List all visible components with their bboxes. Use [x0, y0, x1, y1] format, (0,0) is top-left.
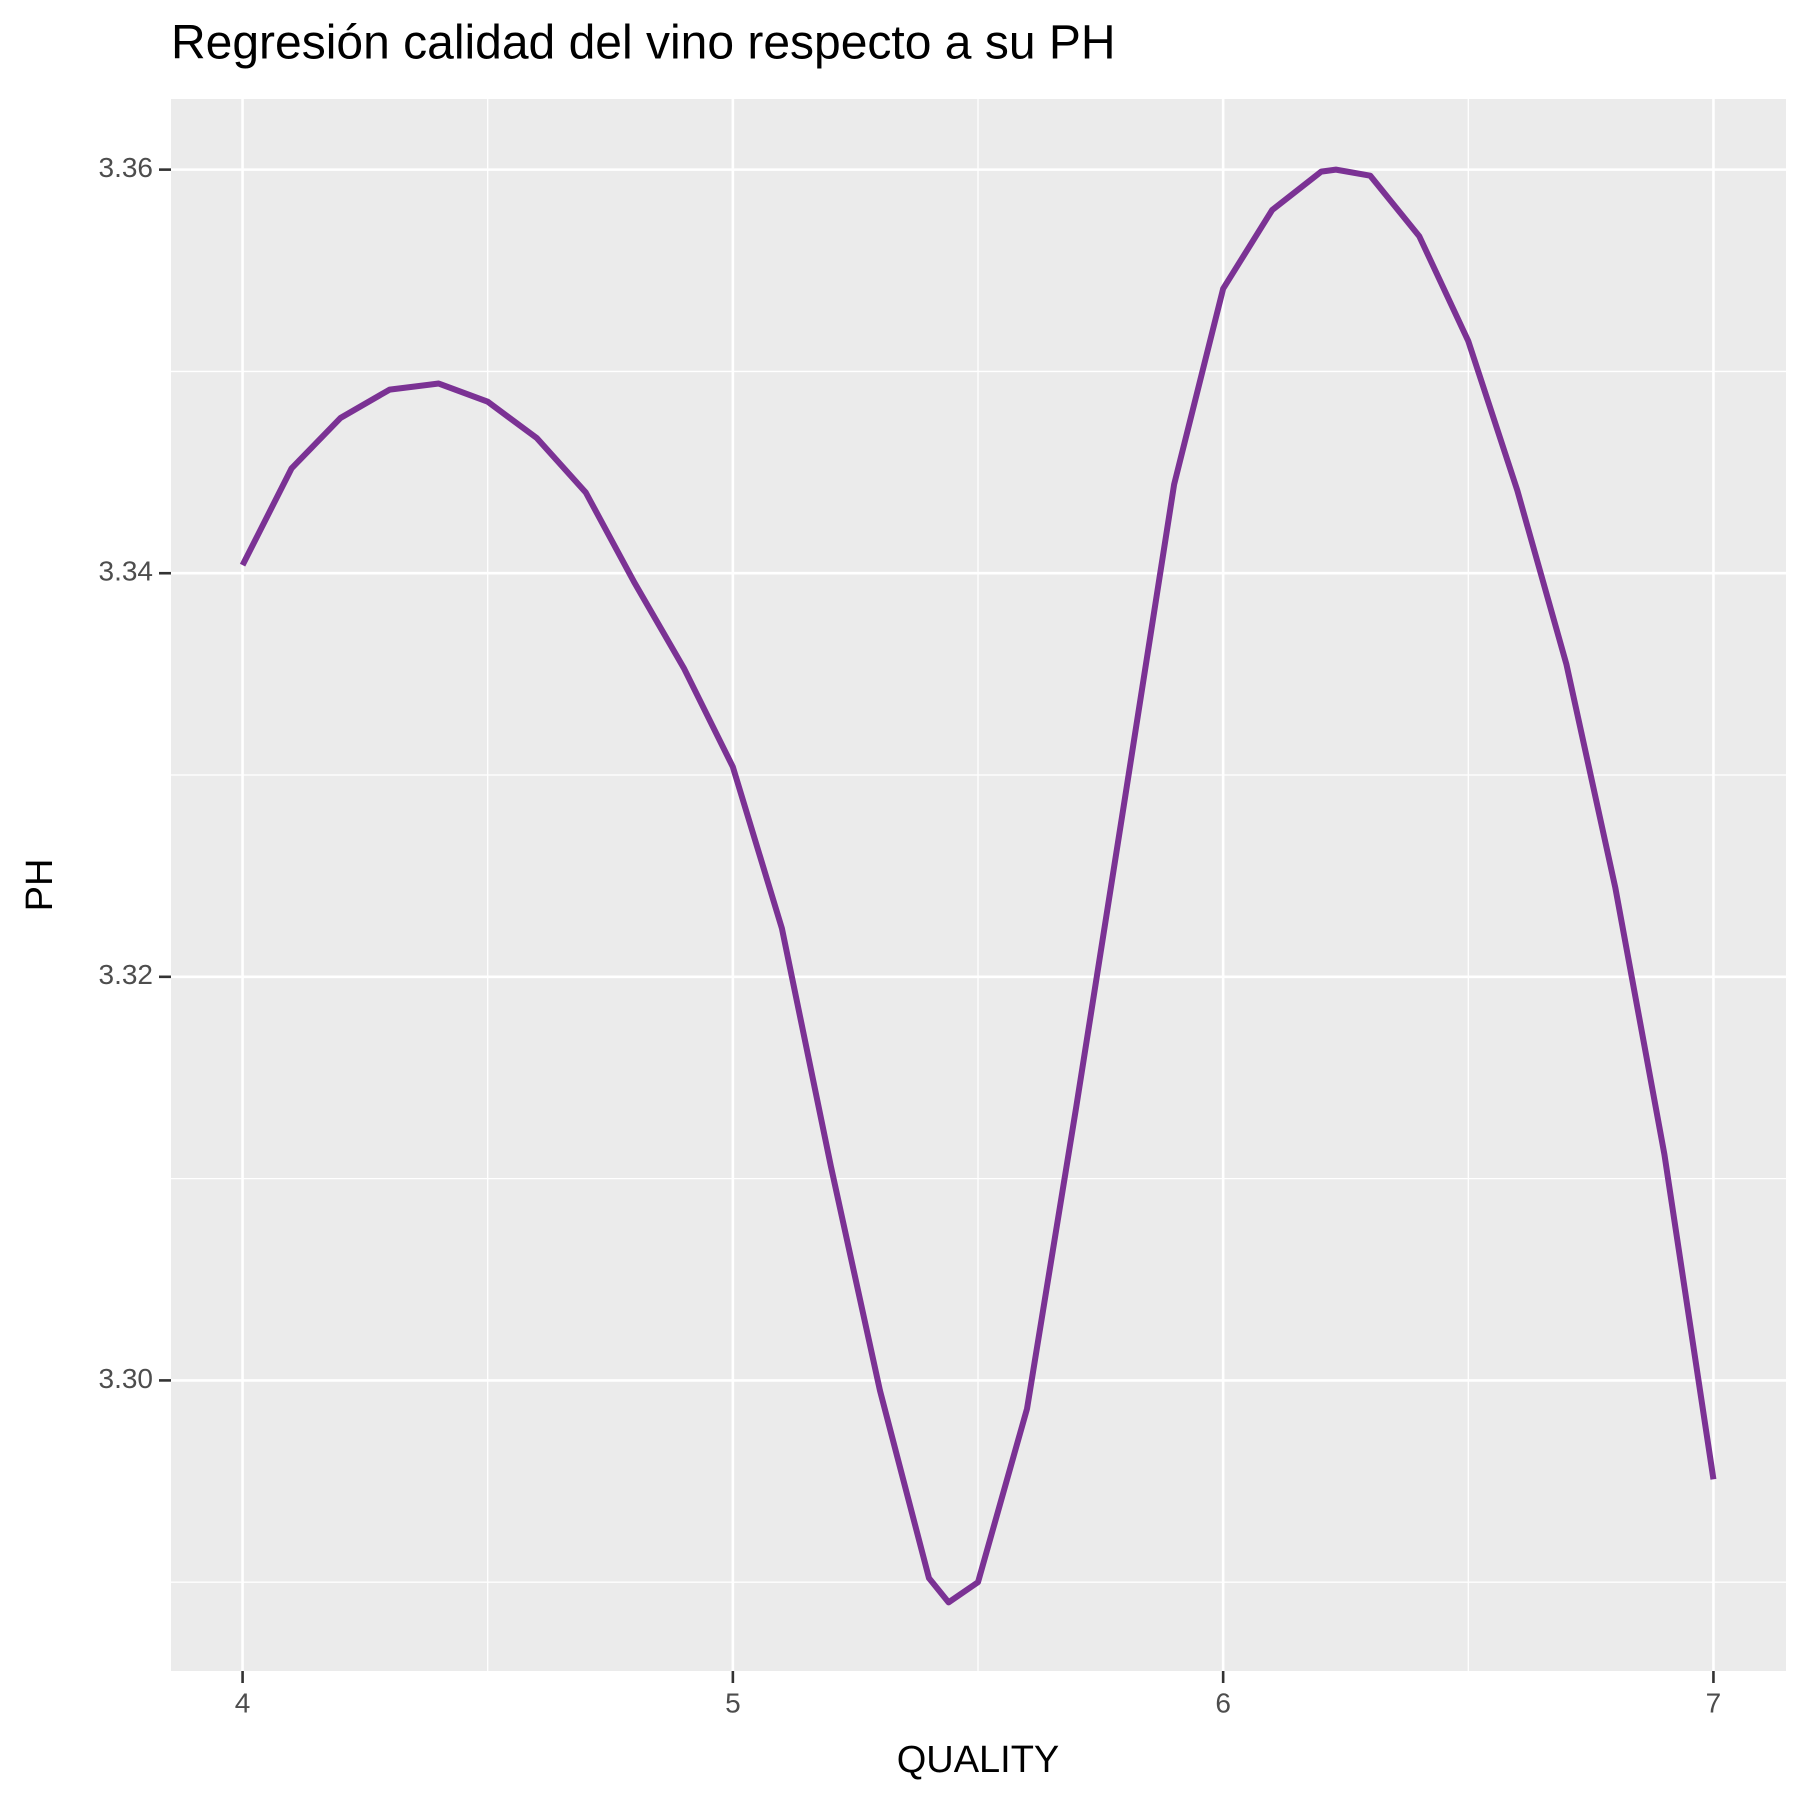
- line-series: [239, 166, 1717, 1606]
- x-tick-label: 7: [1706, 1687, 1722, 1718]
- y-tick-label: 3.30: [99, 1363, 154, 1394]
- y-tick-label: 3.36: [99, 152, 154, 183]
- x-tick-label: 4: [235, 1687, 251, 1718]
- x-tick-label: 5: [725, 1687, 741, 1718]
- x-tick-label: 6: [1215, 1687, 1231, 1718]
- y-axis-title: PH: [19, 859, 61, 912]
- y-tick-label: 3.34: [99, 556, 154, 587]
- chart-title: Regresión calidad del vino respecto a su…: [171, 17, 1116, 70]
- x-axis-title: QUALITY: [897, 1739, 1060, 1781]
- y-tick-label: 3.32: [99, 959, 154, 990]
